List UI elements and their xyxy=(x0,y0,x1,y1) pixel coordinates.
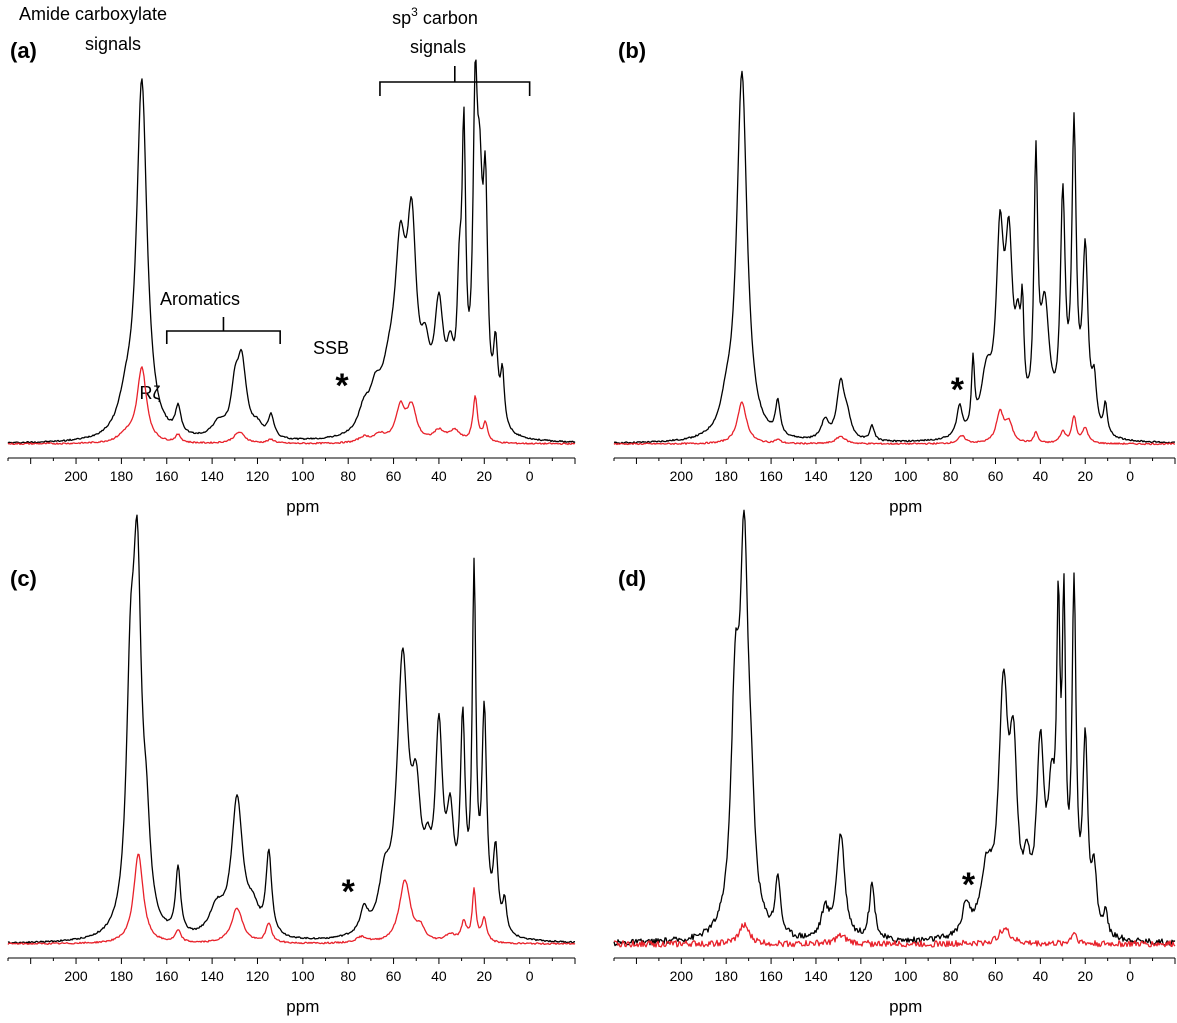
x-tick-label-d-80: 80 xyxy=(943,968,959,984)
annotation-amide-line1: Amide carboxylate xyxy=(19,4,167,24)
x-tick-label-b-120: 120 xyxy=(849,468,873,484)
x-tick-label-c-60: 60 xyxy=(386,968,402,984)
x-tick-label-a-140: 140 xyxy=(200,468,224,484)
x-tick-label-a-100: 100 xyxy=(291,468,315,484)
x-tick-label-a-80: 80 xyxy=(340,468,356,484)
series-d-black xyxy=(613,509,1176,947)
x-tick-label-d-60: 60 xyxy=(988,968,1004,984)
x-tick-label-a-120: 120 xyxy=(246,468,270,484)
series-a-black xyxy=(7,59,576,444)
annotation-sp3-line1: sp3 carbon xyxy=(392,5,478,28)
x-tick-label-d-200: 200 xyxy=(670,968,694,984)
annotation-ssb: SSB xyxy=(313,338,349,358)
x-tick-label-c-100: 100 xyxy=(291,968,315,984)
x-tick-label-d-0: 0 xyxy=(1126,968,1134,984)
x-tick-label-d-140: 140 xyxy=(804,968,828,984)
annotation-aromatics: Aromatics xyxy=(160,289,240,309)
x-tick-label-a-200: 200 xyxy=(64,468,88,484)
x-tick-label-c-0: 0 xyxy=(526,968,534,984)
annotation-sp3-line2: signals xyxy=(410,37,466,57)
x-tick-label-a-20: 20 xyxy=(476,468,492,484)
x-axis-label-d: ppm xyxy=(889,997,922,1016)
x-axis-label-b: ppm xyxy=(889,497,922,516)
x-tick-label-c-40: 40 xyxy=(431,968,447,984)
x-tick-label-d-40: 40 xyxy=(1033,968,1049,984)
panel-label-d: (d) xyxy=(618,566,646,591)
series-a-red xyxy=(7,366,576,446)
series-c-black xyxy=(7,514,576,944)
x-tick-label-d-160: 160 xyxy=(759,968,783,984)
series-d-red xyxy=(613,922,1176,948)
ssb-star-c: * xyxy=(342,873,356,911)
series-b-red xyxy=(613,401,1176,446)
x-tick-label-a-40: 40 xyxy=(431,468,447,484)
annotation-amide-line2: signals xyxy=(85,34,141,54)
x-tick-label-a-60: 60 xyxy=(386,468,402,484)
x-tick-label-d-120: 120 xyxy=(849,968,873,984)
x-tick-label-a-160: 160 xyxy=(155,468,179,484)
x-tick-label-b-200: 200 xyxy=(670,468,694,484)
series-b-black xyxy=(613,70,1176,445)
series-c-red xyxy=(7,853,576,946)
x-tick-label-c-120: 120 xyxy=(246,968,270,984)
x-tick-label-c-140: 140 xyxy=(200,968,224,984)
panel-label-b: (b) xyxy=(618,38,646,63)
panel-a: (a) Amide carboxylate signals sp3 carbon… xyxy=(7,4,576,516)
x-tick-label-c-80: 80 xyxy=(340,968,356,984)
x-tick-label-b-60: 60 xyxy=(988,468,1004,484)
ssb-star-d: * xyxy=(962,866,976,904)
x-tick-label-a-0: 0 xyxy=(526,468,534,484)
x-tick-label-c-200: 200 xyxy=(64,968,88,984)
panel-label-c: (c) xyxy=(10,566,37,591)
x-tick-label-c-160: 160 xyxy=(155,968,179,984)
x-axis-label-c: ppm xyxy=(286,997,319,1016)
x-tick-label-a-180: 180 xyxy=(110,468,134,484)
aromatics-bracket xyxy=(165,317,281,344)
x-tick-label-b-180: 180 xyxy=(715,468,739,484)
x-tick-label-b-100: 100 xyxy=(894,468,918,484)
x-axis-label-a: ppm xyxy=(286,497,319,516)
ssb-star-b: * xyxy=(951,371,965,409)
ssb-star-a: * xyxy=(335,367,349,405)
x-tick-label-b-140: 140 xyxy=(804,468,828,484)
x-tick-label-c-20: 20 xyxy=(476,968,492,984)
panel-label-a: (a) xyxy=(10,38,37,63)
x-tick-label-b-80: 80 xyxy=(943,468,959,484)
x-tick-label-d-180: 180 xyxy=(715,968,739,984)
x-tick-label-b-20: 20 xyxy=(1077,468,1093,484)
x-tick-label-b-0: 0 xyxy=(1126,468,1134,484)
x-tick-label-b-40: 40 xyxy=(1033,468,1049,484)
x-tick-label-b-160: 160 xyxy=(759,468,783,484)
x-tick-label-c-180: 180 xyxy=(110,968,134,984)
sp3-bracket xyxy=(379,66,531,96)
x-tick-label-d-20: 20 xyxy=(1077,968,1093,984)
x-tick-label-d-100: 100 xyxy=(894,968,918,984)
